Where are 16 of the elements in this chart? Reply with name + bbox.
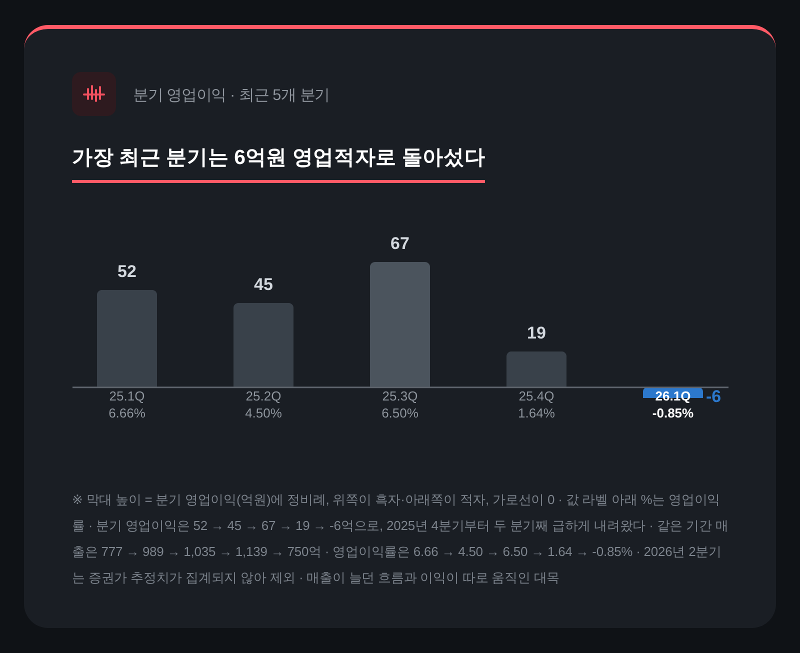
bar [96, 290, 158, 387]
x-tick-label: 25.4Q 1.64% [518, 388, 556, 420]
text: ※ 막대 높이 = 분기 영업이익(억원)에 정비례, 위쪽이 흑자·아래쪽이 적자, 가로선이 0 · 값 라벨 아래 %는 영업이익률 · 분기 영업이익은 52 → 45 → 67 → 19 → -6억으로, 2025년 4분기부터 두 분기째 급하게 내려왔다 · 같은 기간 매출은 777 → 989 → 1,035 → 1,139 → 750억 · 영업이익률은 6.66 → 4.50 → 6.50 → 1.64 → -0.85% · 2026년 2분기는 증권가 추정치가 집계되지 않아 제외 · 매출이 늘던 흐름과 이익이 따로 움직인 대목 [72, 491, 730, 587]
chart-title: 가장 최근 분기는 6억원 영업적자로 돌아섰다 [72, 143, 486, 183]
data-label: 19 [527, 323, 546, 342]
data-label: 45 [254, 274, 273, 294]
bar [370, 262, 430, 387]
data-label: 67 [390, 234, 410, 253]
data-label: 52 [118, 262, 136, 281]
chart-subtitle: 분기 영업이익 · 최근 5개 분기 [133, 86, 330, 106]
bar [506, 351, 567, 387]
bar [233, 302, 294, 387]
x-tick-label: 25.1Q 6.66% [108, 388, 146, 420]
data-label: -6 [706, 387, 722, 406]
x-tick-label: 25.3Q 6.50% [382, 388, 419, 420]
x-tick-label: 25.2Q 4.50% [245, 388, 282, 420]
